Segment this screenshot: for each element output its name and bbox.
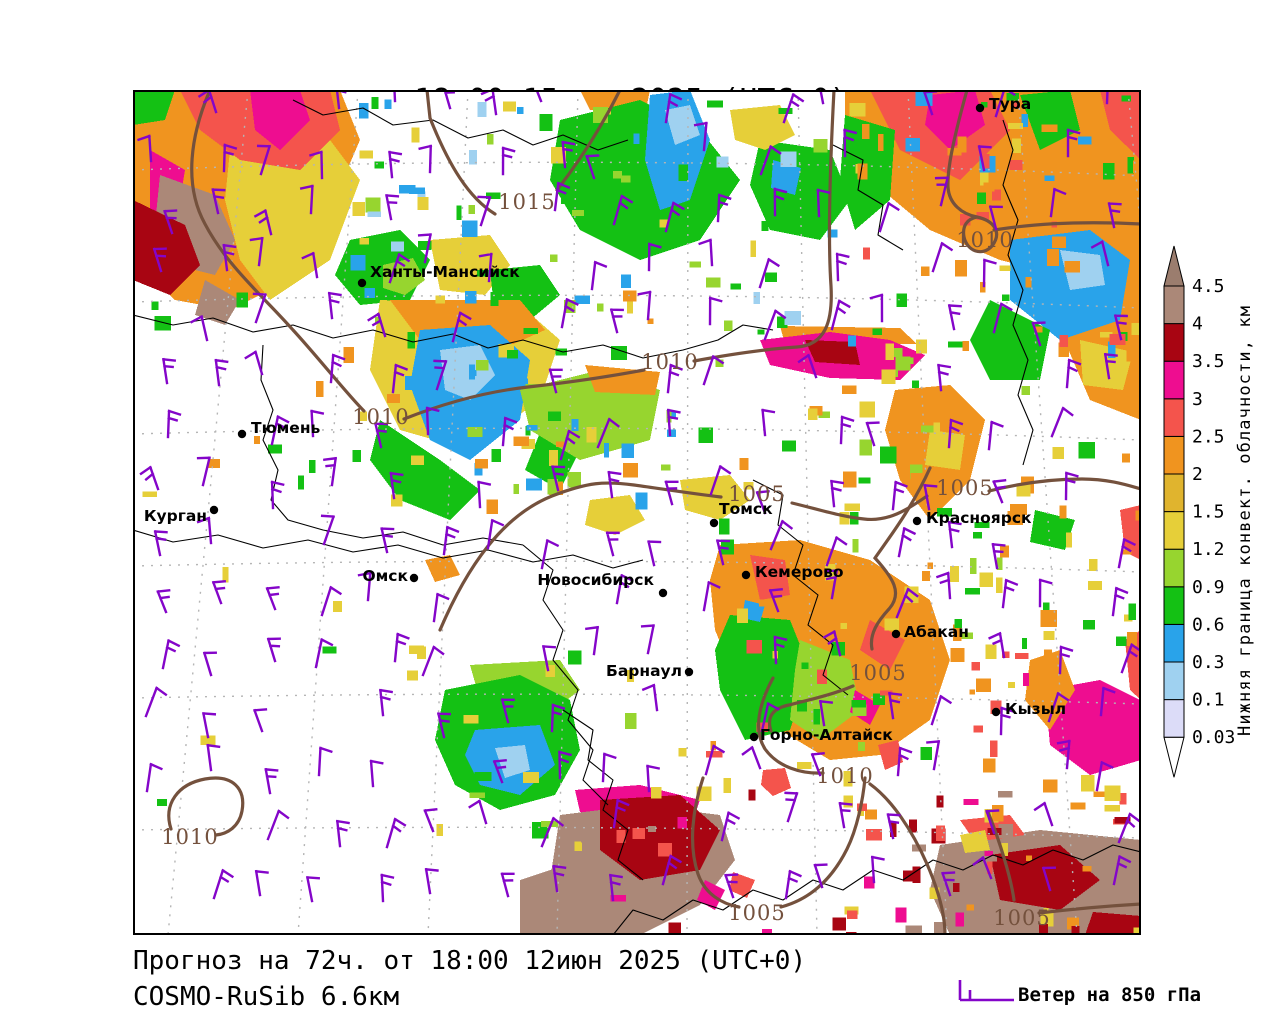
- legend-segment: [1163, 473, 1185, 513]
- isobar-label: 1010: [352, 405, 409, 429]
- map-border: [133, 90, 1141, 935]
- legend-segment: [1163, 699, 1185, 738]
- legend-tick-label: 3: [1192, 389, 1203, 410]
- legend-tick-label: 1.5: [1192, 502, 1225, 523]
- isobar-label: 1015: [498, 190, 555, 214]
- legend-arrow-above: [1163, 245, 1185, 287]
- city-label: Томск: [719, 500, 773, 518]
- isobar-labels: 1015 1010 1010 1010 1005 1005 1005 1010 1010 1005…: [161, 190, 1050, 930]
- city-label: Кызыл: [1005, 700, 1066, 718]
- city-label: Новосибирск: [537, 571, 654, 589]
- city-label: Тура: [989, 95, 1031, 113]
- city-marker: [409, 573, 419, 583]
- isobar-label: 1005: [849, 661, 906, 685]
- legend-segment: [1163, 548, 1185, 588]
- city-marker: [658, 588, 668, 598]
- footer-forecast-info: Прогноз на 72ч. от 18:00 12июн 2025 (UTC…: [133, 946, 807, 976]
- legend-segment: [1163, 661, 1185, 701]
- city-label: Кемерово: [755, 563, 844, 581]
- isobar-label: 1005: [728, 482, 785, 506]
- legend-segment: [1163, 285, 1185, 325]
- city-marker: [357, 278, 367, 288]
- legend-tick-label: 4.5: [1192, 276, 1225, 297]
- legend-tick-label: 1.2: [1192, 539, 1225, 560]
- isobars: [167, 90, 1141, 935]
- legend-tick-label: 0.03: [1192, 727, 1235, 748]
- city-marker: [709, 518, 719, 528]
- legend-tick-label: 2.5: [1192, 426, 1225, 447]
- city-label: Омск: [362, 567, 408, 585]
- city-marker: [209, 505, 219, 515]
- isobar-label: 1005: [728, 901, 785, 925]
- city-label: Абакан: [904, 623, 969, 641]
- isobar-label: 1010: [161, 825, 218, 849]
- city-label: Курган: [144, 507, 207, 525]
- legend-segment: [1163, 398, 1185, 437]
- isobar-label: 1010: [956, 228, 1013, 252]
- city-marker: [749, 732, 759, 742]
- isobar-label: 1005: [993, 906, 1050, 930]
- legend-segment: [1163, 511, 1185, 550]
- city-label: Горно-Алтайск: [760, 726, 893, 744]
- cities: Тура Ханты-Мансийск Тюмень Курган Омск Томск Н…: [144, 95, 1066, 744]
- city-label: Барнаул: [606, 662, 682, 680]
- isobar-label: 1010: [816, 764, 873, 788]
- legend-tick-label: 2: [1192, 464, 1203, 485]
- legend-tick-label: 0.3: [1192, 652, 1225, 673]
- forecast-map: Тура Ханты-Мансийск Тюмень Курган Омск Томск Н…: [133, 90, 1141, 935]
- cloud-base-field: [133, 90, 1141, 935]
- legend-tick-label: 4: [1192, 314, 1203, 335]
- footer-model-info: COSMO-RuSib 6.6км: [133, 982, 400, 1012]
- city-label: Ханты-Мансийск: [370, 263, 520, 281]
- isobar-label: 1010: [641, 350, 698, 374]
- city-marker: [891, 629, 901, 639]
- legend-title: Нижняя граница конвект. облачности, км: [1235, 306, 1255, 736]
- legend-segment: [1163, 435, 1185, 475]
- city-marker: [991, 707, 1001, 717]
- city-label: Красноярск: [926, 509, 1032, 527]
- city-marker: [912, 516, 922, 526]
- wind-barbs: [137, 90, 1141, 903]
- legend-tick-label: 0.9: [1192, 577, 1225, 598]
- legend-arrow-below: [1163, 736, 1185, 778]
- colorbar-legend: 0.03 0.1 0.3 0.6 0.9 1.2 1.5 2 2.5 3 3.5 4 4.5 Нижняя…: [1163, 245, 1255, 778]
- city-marker: [684, 667, 694, 677]
- wind-barb-icon: [958, 980, 1014, 1002]
- wind-legend-label: Ветер на 850 гПа: [1018, 984, 1202, 1006]
- wind-barb-glyph: [958, 980, 1014, 1002]
- city-marker: [741, 570, 751, 580]
- isobar-label: 1005: [936, 476, 993, 500]
- legend-segment: [1163, 360, 1185, 400]
- legend-segment: [1163, 323, 1185, 362]
- city-marker: [975, 103, 985, 113]
- legend-segment: [1163, 623, 1185, 663]
- map-content: Тура Ханты-Мансийск Тюмень Курган Омск Томск Н…: [133, 90, 1141, 935]
- legend-tick-label: 3.5: [1192, 351, 1225, 372]
- legend-tick-label: 0.1: [1192, 690, 1225, 711]
- cloud-base-scatter: [142, 90, 1141, 935]
- city-marker: [237, 429, 247, 439]
- legend-segment: [1163, 586, 1185, 625]
- legend-tick-label: 0.6: [1192, 614, 1225, 635]
- city-label: Тюмень: [251, 419, 321, 437]
